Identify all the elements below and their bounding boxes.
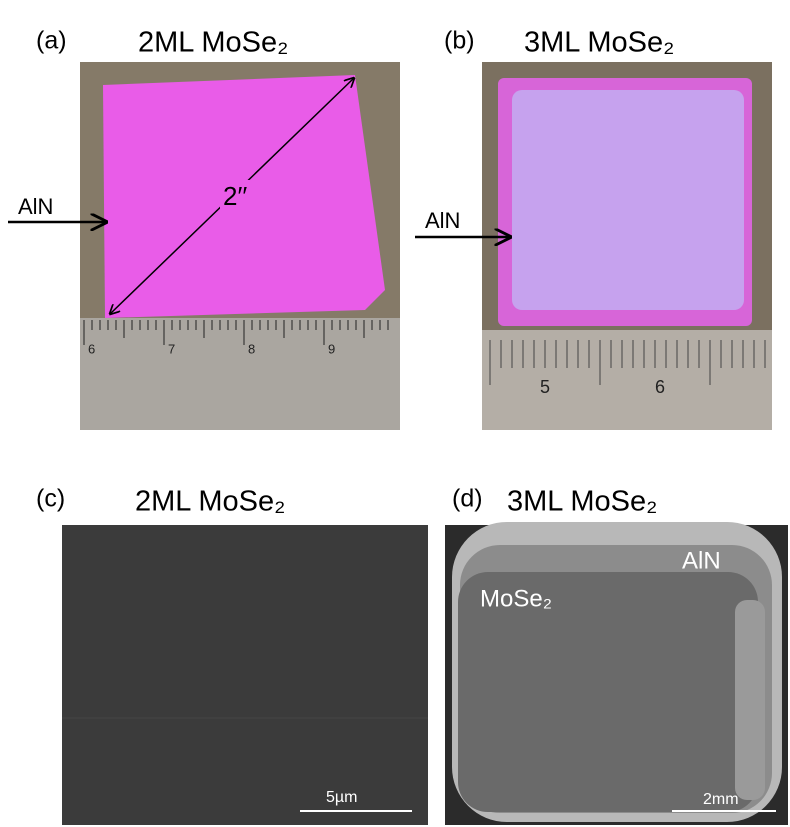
ruler-number: 6: [655, 377, 665, 397]
film: [512, 90, 744, 310]
scale-label: 5µm: [326, 789, 357, 806]
arrow-label: AlN: [425, 208, 460, 233]
panel-title: 2ML MoSe₂: [135, 486, 285, 518]
ruler-number: 8: [248, 341, 255, 356]
region-label: MoSe₂: [480, 585, 552, 612]
ruler-number: 7: [168, 341, 175, 356]
region-label: AlN: [682, 547, 721, 574]
edge: [735, 600, 765, 800]
diagonal-label: 2′′: [223, 181, 247, 211]
scale-label: 2mm: [703, 791, 739, 808]
ruler: [80, 318, 400, 430]
figure: 6789 56 (a) 2ML MoSe₂ AlN 2′′ (b) 3ML Mo…: [0, 0, 790, 827]
ruler-number: 6: [88, 341, 95, 356]
ruler-number: 5: [540, 377, 550, 397]
ruler: [482, 330, 772, 430]
sem-image: [62, 525, 428, 825]
panel-title: 3ML MoSe₂: [507, 486, 657, 518]
ruler-number: 9: [328, 341, 335, 356]
panel-label: (d): [452, 485, 483, 513]
panel-title: 2ML MoSe₂: [138, 27, 288, 59]
panel-d: [445, 522, 788, 825]
panel-label: (b): [444, 27, 475, 55]
panel-title: 3ML MoSe₂: [524, 27, 674, 59]
panel-c: [62, 525, 428, 825]
arrow-label: AlN: [18, 194, 53, 219]
panel-label: (c): [36, 485, 65, 513]
panel-a: 6 7 8 9: [8, 62, 400, 430]
panel-label: (a): [36, 27, 67, 55]
